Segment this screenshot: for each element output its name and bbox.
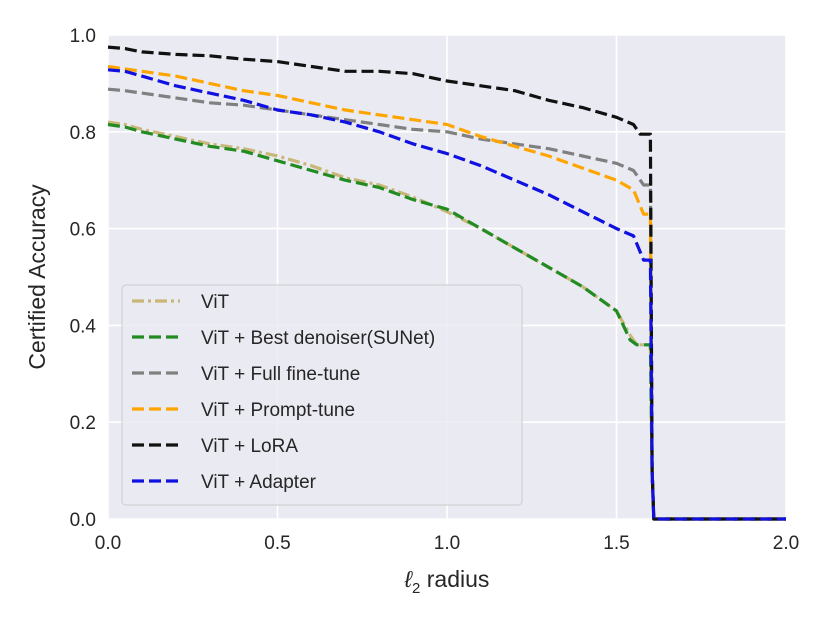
legend-label-vit-adapter: ViT + Adapter bbox=[201, 472, 317, 493]
x-tick-label: 2.0 bbox=[773, 533, 799, 554]
series-line-vit-full-fine-tune bbox=[107, 87, 786, 521]
y-tick-labels: 0.0 0.2 0.4 0.6 0.8 1.0 bbox=[70, 26, 97, 531]
legend-box bbox=[121, 284, 523, 506]
series-line-vit bbox=[107, 120, 786, 521]
legend-label-vit-full-fine-tune: ViT + Full fine-tune bbox=[201, 364, 360, 385]
y-tick-label: 0.8 bbox=[70, 123, 96, 144]
series-line-vit-best-denoiser-sunet bbox=[107, 122, 786, 521]
x-tick-label: 0.5 bbox=[264, 533, 290, 554]
x-tick-label: 1.0 bbox=[434, 533, 460, 554]
y-tick-label: 0.0 bbox=[70, 510, 96, 531]
y-axis-label: Certified Accuracy bbox=[24, 184, 50, 370]
series-group bbox=[107, 45, 786, 521]
legend-label-vit-prompt-tune: ViT + Prompt-tune bbox=[201, 400, 355, 421]
x-axis-label: ℓ2 radius bbox=[404, 566, 490, 597]
x-tick-labels: 0.0 0.5 1.0 1.5 2.0 bbox=[95, 533, 799, 554]
legend-label-vit-best-denoiser-sunet: ViT + Best denoiser(SUNet) bbox=[201, 328, 435, 349]
y-tick-label: 0.6 bbox=[70, 220, 96, 241]
y-tick-label: 0.2 bbox=[70, 413, 96, 434]
x-tick-label: 1.5 bbox=[603, 533, 629, 554]
y-tick-label: 0.4 bbox=[70, 316, 97, 337]
legend-label-vit: ViT bbox=[201, 292, 230, 313]
y-tick-label: 1.0 bbox=[70, 26, 96, 47]
legend: ViT ViT + Best denoiser(SUNet) ViT + Full … bbox=[121, 284, 523, 506]
series-line-vit-adapter bbox=[107, 68, 786, 521]
series-line-vit-lora bbox=[107, 45, 786, 521]
series-line-vit-prompt-tune bbox=[107, 64, 786, 521]
legend-label-vit-lora: ViT + LoRA bbox=[201, 436, 298, 457]
x-tick-label: 0.0 bbox=[95, 533, 121, 554]
